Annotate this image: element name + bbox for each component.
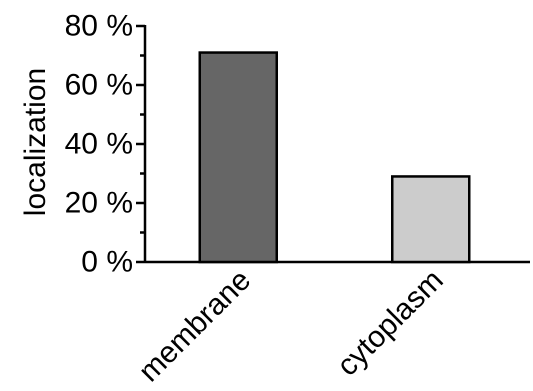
x-tick-label-membrane: membrane: [132, 264, 257, 389]
y-tick-label: 80 %: [65, 10, 133, 43]
x-tick-label-cytoplasm: cytoplasm: [331, 264, 450, 383]
y-tick-label: 20 %: [65, 187, 133, 220]
bar-cytoplasm: [391, 175, 471, 264]
y-axis-label: localization: [19, 68, 52, 216]
y-tick-label: 0 %: [81, 246, 133, 279]
bar-membrane: [198, 51, 278, 264]
y-tick-label: 40 %: [65, 128, 133, 161]
x-axis: membrane cytoplasm: [132, 260, 530, 389]
y-axis: 0 % 20 % 40 % 60 % 80 %: [65, 10, 147, 279]
bars: [198, 51, 471, 264]
y-tick-label: 60 %: [65, 69, 133, 102]
